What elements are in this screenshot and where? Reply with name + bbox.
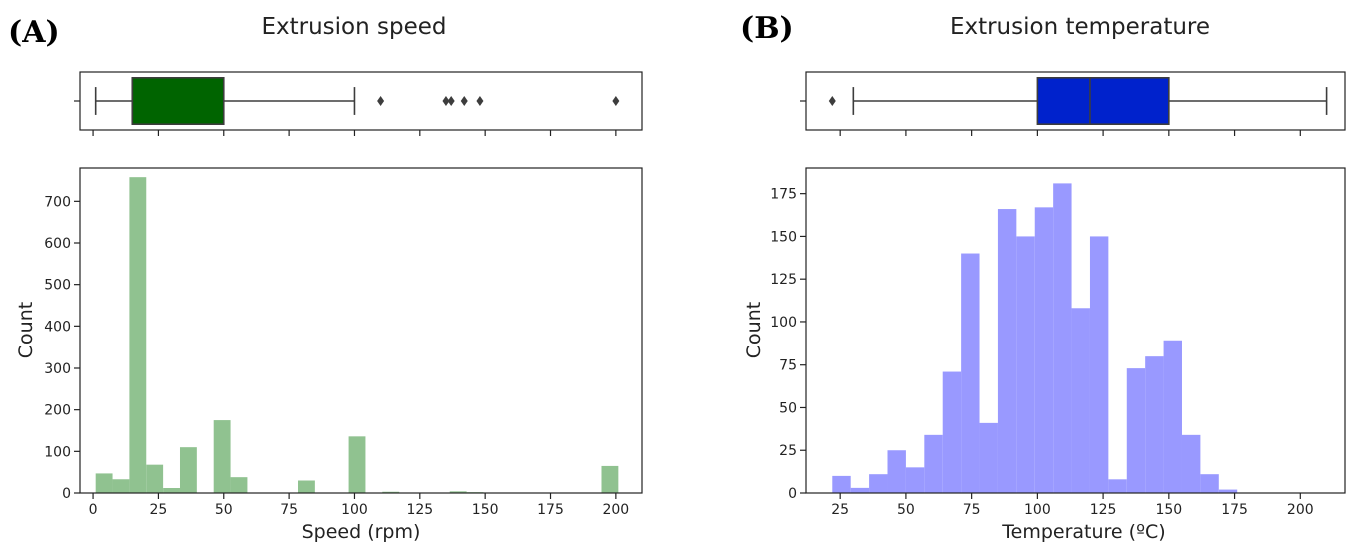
- b-ytick-label-1: 25: [779, 443, 797, 459]
- b-xtick-label-5: 150: [1155, 502, 1182, 518]
- b-hist-bar-6: [942, 371, 962, 493]
- a-xtick-label-7: 175: [537, 502, 564, 518]
- b-hist-bar-7: [961, 253, 980, 493]
- b-xtick-label-1: 50: [897, 502, 915, 518]
- b-ytick-label-0: 0: [788, 486, 797, 502]
- panel-a-letter: (A): [8, 15, 60, 50]
- a-hist-bar-17: [382, 491, 400, 493]
- b-hist-bar-17: [1145, 356, 1164, 493]
- a-hist-frame: [79, 167, 643, 494]
- b-hist-bar-11: [1034, 207, 1054, 493]
- b-hist-bar-20: [1200, 474, 1219, 493]
- b-ytick-label-6: 150: [770, 229, 797, 245]
- a-box-iqr: [131, 77, 225, 126]
- b-xtick-label-6: 175: [1221, 502, 1248, 518]
- panel-a-ylabel: Count: [15, 302, 37, 358]
- a-ytick-label-2: 200: [44, 403, 71, 419]
- panel-a: (A) Extrusion speed 0 25 50 75 100 125 150 175 2…: [8, 14, 643, 543]
- b-hist-bar-0: [832, 475, 851, 493]
- b-hist-bar-1: [850, 487, 870, 493]
- b-hist-bar-18: [1163, 340, 1182, 493]
- a-outlier-5: [612, 96, 620, 106]
- a-xtick-label-4: 100: [341, 502, 368, 518]
- a-ytick-label-5: 500: [44, 278, 71, 294]
- b-hist-bar-13: [1071, 308, 1090, 493]
- panel-b-title: Extrusion temperature: [950, 14, 1210, 40]
- a-xtick-label-8: 200: [602, 502, 629, 518]
- b-hist-bar-4: [905, 467, 925, 493]
- b-hist-bar-19: [1181, 434, 1201, 493]
- panel-b-boxplot: [800, 71, 1346, 136]
- b-ytick-label-3: 75: [779, 358, 797, 374]
- a-outlier-3: [460, 96, 468, 106]
- b-ytick-label-7: 175: [770, 187, 797, 203]
- b-hist-bar-2: [869, 474, 888, 493]
- a-hist-bar-3: [146, 464, 164, 493]
- b-hist-bar-5: [924, 434, 943, 493]
- a-ytick-label-3: 300: [44, 361, 71, 377]
- a-hist-bar-0: [95, 473, 113, 493]
- a-xtick-label-2: 50: [215, 502, 233, 518]
- b-hist-bar-14: [1089, 236, 1109, 493]
- a-hist-bar-30: [601, 465, 619, 493]
- b-xtick-label-3: 100: [1024, 502, 1051, 518]
- b-hist-bar-10: [1016, 236, 1035, 493]
- a-xtick-label-6: 150: [472, 502, 499, 518]
- b-hist-bar-12: [1053, 183, 1072, 494]
- panel-a-boxplot: [74, 71, 643, 136]
- a-hist-bar-15: [348, 436, 366, 493]
- b-ytick-label-2: 50: [779, 400, 797, 416]
- a-outlier-0: [377, 96, 385, 106]
- panel-a-title: Extrusion speed: [261, 14, 446, 40]
- panel-b: (B) Extrusion temperature 25 50 75 100 125 15…: [740, 11, 1346, 543]
- b-ytick-label-4: 100: [770, 315, 797, 331]
- b-hist-frame: [805, 167, 1346, 494]
- a-hist-bar-21: [449, 491, 467, 493]
- b-xtick-label-7: 200: [1287, 502, 1314, 518]
- a-ytick-label-1: 100: [44, 444, 71, 460]
- a-hist-bar-5: [179, 447, 197, 493]
- a-ytick-label-6: 600: [44, 236, 71, 252]
- a-hist-bar-12: [298, 480, 315, 493]
- panel-b-ylabel: Count: [743, 302, 765, 358]
- a-xtick-label-1: 25: [150, 502, 168, 518]
- b-hist-bar-9: [997, 209, 1017, 494]
- b-hist-bar-21: [1218, 489, 1238, 493]
- a-xtick-label-5: 125: [406, 502, 433, 518]
- b-hist-bar-3: [887, 450, 906, 493]
- b-xtick-label-0: 25: [831, 502, 849, 518]
- a-hist-bar-1: [112, 479, 130, 493]
- b-xtick-label-4: 125: [1090, 502, 1117, 518]
- b-hist-bar-16: [1126, 368, 1146, 493]
- b-hist-bar-8: [979, 422, 998, 493]
- a-ytick-label-7: 700: [44, 194, 71, 210]
- a-hist-bar-8: [230, 477, 248, 493]
- a-hist-bar-4: [163, 488, 180, 493]
- a-hist-bar-2: [129, 177, 147, 493]
- panel-b-letter: (B): [740, 11, 794, 46]
- panel-a-xlabel: Speed (rpm): [302, 521, 421, 543]
- panel-a-histogram: 0 25 50 75 100 125 150 175 200 0 100 200 300 400 500 60…: [44, 167, 643, 518]
- a-ytick-label-4: 400: [44, 319, 71, 335]
- panel-b-histogram: 25 50 75 100 125 150 175 200 0 25 50 75 100 125 150 175: [770, 167, 1346, 518]
- b-xtick-label-2: 75: [963, 502, 981, 518]
- a-xtick-label-0: 0: [89, 502, 98, 518]
- b-hist-bar-15: [1108, 479, 1127, 493]
- b-outlier-0: [828, 96, 836, 106]
- a-xtick-label-3: 75: [280, 502, 298, 518]
- a-outlier-1: [442, 96, 450, 106]
- a-outlier-2: [447, 96, 455, 106]
- b-ytick-label-5: 125: [770, 272, 797, 288]
- b-box-iqr: [1036, 77, 1170, 126]
- a-ytick-label-0: 0: [62, 486, 71, 502]
- a-outlier-4: [476, 96, 484, 106]
- panel-b-xlabel: Temperature (ºC): [1001, 521, 1165, 543]
- a-hist-bar-7: [213, 420, 231, 493]
